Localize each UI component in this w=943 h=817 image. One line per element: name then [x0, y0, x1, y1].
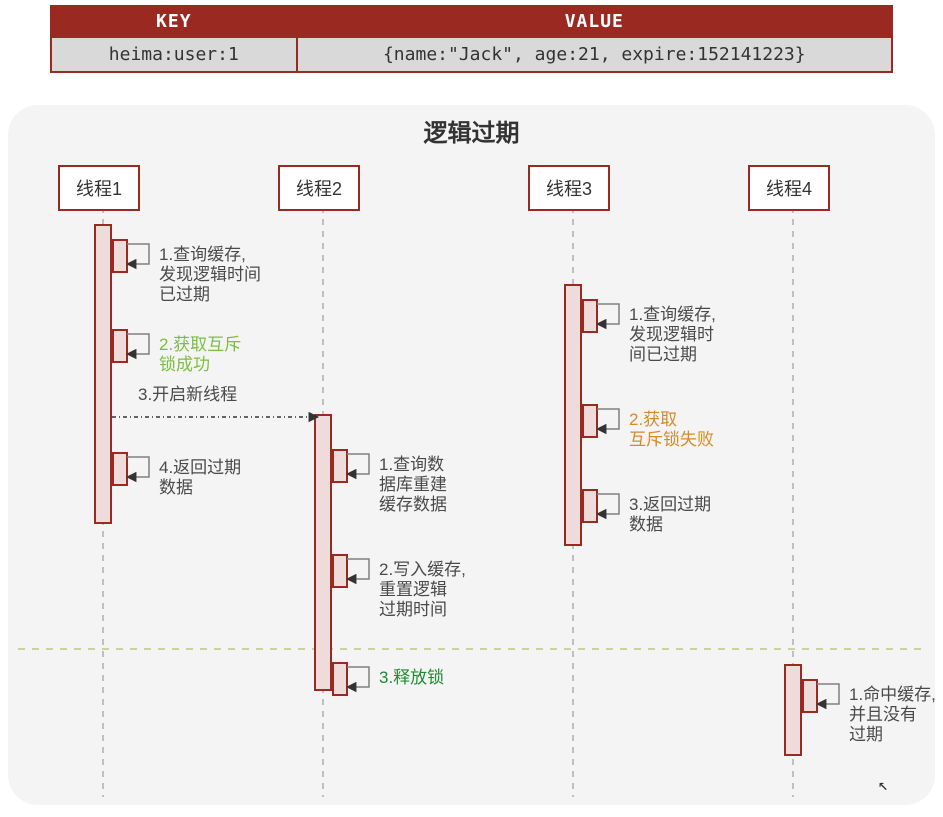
svg-text:4.返回过期: 4.返回过期	[159, 458, 241, 477]
kv-header-key: KEY	[51, 6, 297, 37]
kv-cell-value: {name:"Jack", age:21, expire:152141223}	[297, 37, 892, 72]
svg-text:1.查询缓存,: 1.查询缓存,	[159, 245, 246, 264]
svg-text:重置逻辑: 重置逻辑	[379, 580, 447, 599]
svg-text:锁成功: 锁成功	[159, 355, 210, 374]
svg-text:过期时间: 过期时间	[379, 600, 447, 619]
cursor-icon: ↖	[878, 775, 888, 795]
svg-text:缓存数据: 缓存数据	[379, 495, 447, 514]
svg-text:1.命中缓存,: 1.命中缓存,	[849, 685, 935, 704]
svg-text:并且没有: 并且没有	[849, 705, 917, 724]
thread-box-t2: 线程2	[278, 165, 360, 211]
thread-box-t1: 线程1	[58, 165, 140, 211]
thread-box-t4: 线程4	[748, 165, 830, 211]
svg-text:过期: 过期	[849, 725, 883, 744]
svg-text:数据: 数据	[629, 515, 663, 534]
svg-text:1.查询数: 1.查询数	[379, 455, 444, 474]
svg-text:发现逻辑时: 发现逻辑时	[629, 325, 714, 344]
svg-text:2.获取互斥: 2.获取互斥	[159, 335, 241, 354]
svg-text:已过期: 已过期	[159, 285, 210, 304]
svg-text:间已过期: 间已过期	[629, 345, 697, 364]
svg-text:互斥锁失败: 互斥锁失败	[629, 430, 714, 449]
svg-text:3.开启新线程: 3.开启新线程	[138, 385, 237, 404]
svg-text:数据: 数据	[159, 478, 193, 497]
sequence-diagram: 逻辑过期 1.查询缓存,发现逻辑时间已过期2.获取互斥锁成功4.返回过期数据1.…	[8, 105, 935, 805]
svg-text:2.获取: 2.获取	[629, 410, 677, 429]
svg-text:发现逻辑时间: 发现逻辑时间	[159, 265, 261, 284]
thread-box-t3: 线程3	[528, 165, 610, 211]
svg-text:据库重建: 据库重建	[379, 475, 447, 494]
svg-text:1.查询缓存,: 1.查询缓存,	[629, 305, 716, 324]
svg-text:3.返回过期: 3.返回过期	[629, 495, 711, 514]
svg-text:2.写入缓存,: 2.写入缓存,	[379, 560, 466, 579]
kv-cell-key: heima:user:1	[51, 37, 297, 72]
svg-text:3.释放锁: 3.释放锁	[379, 668, 444, 687]
kv-header-value: VALUE	[297, 6, 892, 37]
kv-table: KEY VALUE heima:user:1 {name:"Jack", age…	[50, 5, 893, 73]
